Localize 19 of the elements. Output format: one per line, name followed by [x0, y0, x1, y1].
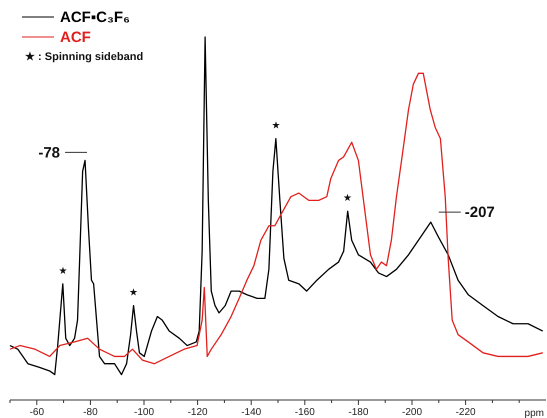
- annotation: ★: [343, 193, 352, 204]
- annotation: ★: [58, 266, 68, 277]
- x-tick-label: -80: [83, 407, 98, 418]
- x-tick-label: -120: [188, 407, 208, 418]
- x-tick-label: -200: [402, 407, 422, 418]
- x-tick-label: -160: [294, 407, 316, 418]
- annotation: -78: [38, 144, 60, 162]
- annotation: ★: [129, 288, 138, 299]
- legend-label: ACF: [60, 29, 91, 46]
- annotation: ★: [271, 120, 280, 132]
- x-tick-label: -100: [134, 407, 154, 418]
- x-tick-label: -140: [241, 407, 262, 418]
- x-tick-label: -60: [30, 407, 44, 418]
- legend-label: ACF▪C₃F₆: [60, 9, 130, 26]
- x-axis-title: ppm: [524, 408, 544, 418]
- annotation: ★ : Spinning sideband: [25, 51, 144, 63]
- x-tick-label: -180: [348, 407, 369, 418]
- annotation: -207: [464, 204, 495, 222]
- x-tick-label: -220: [456, 407, 476, 418]
